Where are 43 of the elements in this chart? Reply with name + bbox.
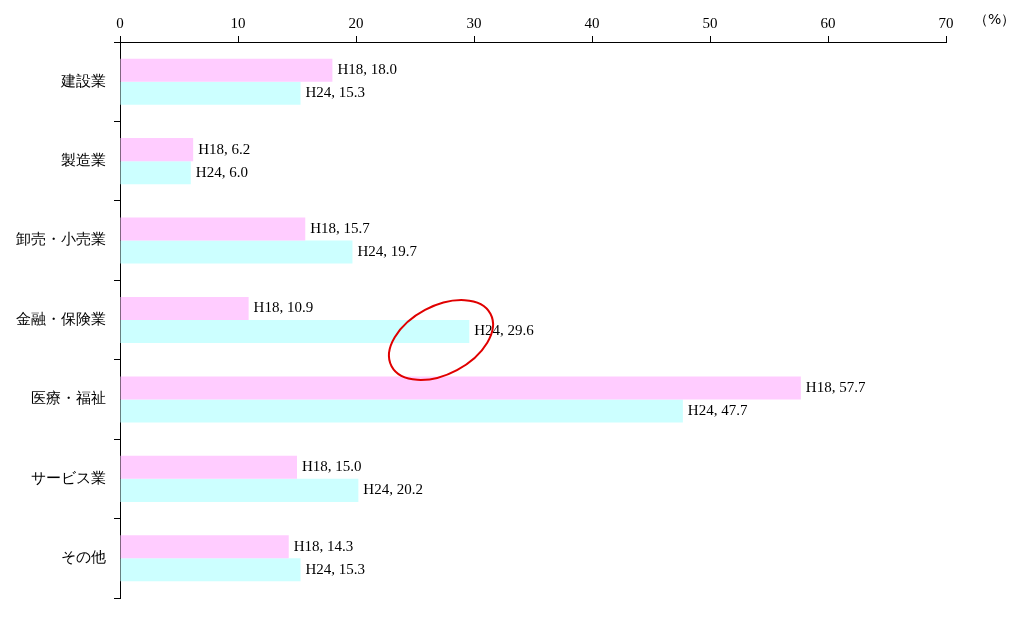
data-label: H24, 20.2 <box>363 481 423 498</box>
bar <box>120 81 301 105</box>
bar <box>120 376 801 400</box>
y-tick-label: 医療・福祉 <box>31 389 106 408</box>
data-label: H18, 14.3 <box>293 537 354 554</box>
data-label: H18, 15.0 <box>302 458 362 475</box>
bar <box>120 478 359 502</box>
data-label: H24, 19.7 <box>357 243 418 260</box>
y-tick-label: 建設業 <box>60 71 106 90</box>
bar <box>120 296 249 320</box>
bar <box>120 455 297 479</box>
y-tick-label: その他 <box>61 548 106 567</box>
bar <box>120 320 470 344</box>
bar <box>120 558 301 582</box>
x-tick-label: 30 <box>466 14 482 31</box>
y-tick-label: 製造業 <box>61 151 106 170</box>
data-label: H24, 6.0 <box>195 163 248 180</box>
data-label: H24, 15.3 <box>305 84 366 101</box>
bar <box>120 535 289 559</box>
x-tick-label: 20 <box>348 14 364 31</box>
x-tick-label: 10 <box>230 14 246 31</box>
data-label: H18, 6.2 <box>198 140 251 157</box>
y-tick-label: サービス業 <box>31 468 106 487</box>
x-tick-label: 0 <box>116 14 124 31</box>
data-label: H18, 15.7 <box>310 219 371 236</box>
bar <box>120 161 191 185</box>
y-tick-label: 卸売・小売業 <box>16 230 106 249</box>
data-label: H18, 57.7 <box>805 378 866 395</box>
y-tick-label: 金融・保険業 <box>16 309 106 328</box>
data-label: H18, 18.0 <box>337 61 397 78</box>
x-tick-label: 60 <box>820 14 836 31</box>
x-tick-label: 50 <box>702 14 718 31</box>
bar <box>120 138 194 162</box>
bar <box>120 240 353 264</box>
data-label: H24, 47.7 <box>687 401 748 418</box>
x-tick-label: 40 <box>584 14 600 31</box>
bar <box>120 217 306 241</box>
x-axis-title: （%） <box>974 10 1016 27</box>
data-label: H24, 15.3 <box>305 560 366 577</box>
data-label: H18, 10.9 <box>253 299 314 316</box>
bar <box>120 399 683 423</box>
bar <box>120 58 333 82</box>
x-tick-label: 70 <box>938 14 954 31</box>
